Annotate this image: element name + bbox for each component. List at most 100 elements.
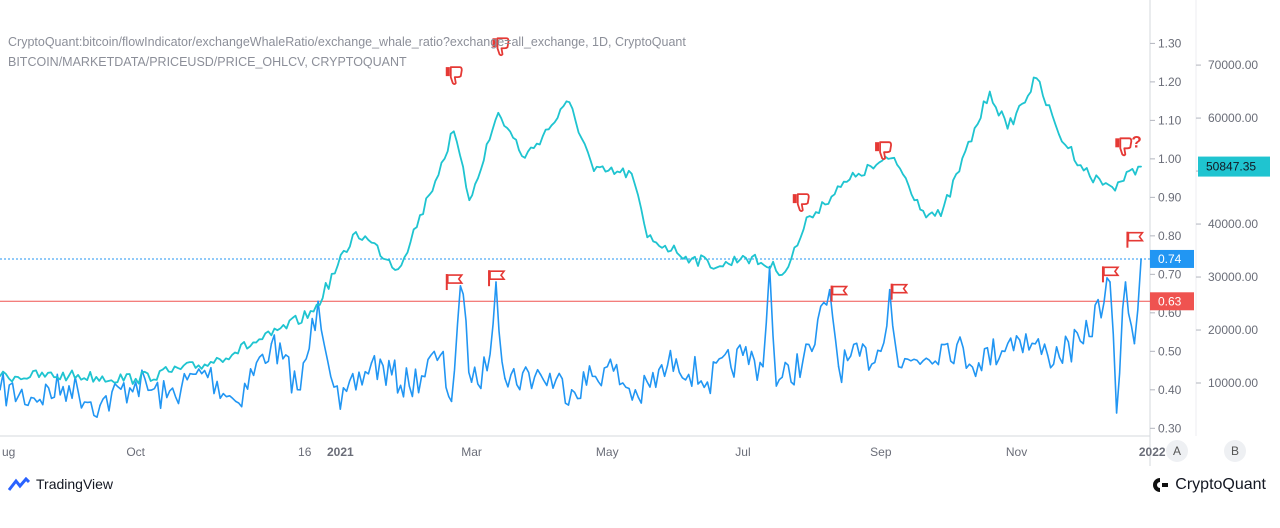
price-tick-label: 10000.00 [1208, 376, 1258, 390]
tradingview-label: TradingView [36, 476, 114, 492]
price-point [1006, 127, 1009, 130]
ratio-tick-label: 0.80 [1158, 229, 1182, 243]
x-tick-label: Sep [870, 445, 892, 459]
ratio-point [570, 389, 573, 391]
ratio-point [539, 373, 542, 376]
ratio-point [0, 389, 1, 391]
price-point [524, 157, 526, 159]
price-point [134, 377, 137, 380]
x-tick-label: Jul [735, 445, 750, 459]
price-point [1058, 133, 1060, 135]
ratio-point [675, 358, 678, 360]
ratio-point [1082, 342, 1085, 345]
red-flag-icon [445, 274, 464, 291]
price-point [940, 215, 942, 217]
ratio-point [888, 288, 891, 291]
price-point [497, 111, 500, 114]
ratio-point [203, 369, 206, 372]
tradingview-logo: TradingView [8, 476, 113, 492]
red-flag-icon [1101, 266, 1120, 283]
price-point [857, 172, 860, 175]
ratio-point [606, 365, 609, 368]
question-mark-label: ? [1131, 132, 1141, 151]
price-point [690, 257, 693, 260]
price-point [270, 334, 273, 337]
series-title-ratio: CryptoQuant:bitcoin/flowIndicator/exchan… [8, 35, 686, 49]
price-point [68, 374, 70, 377]
price-tick-label: 20000.00 [1208, 323, 1258, 337]
price-tick-label: 30000.00 [1208, 270, 1258, 284]
ratio-tick-label: 1.20 [1158, 75, 1182, 89]
price-point [989, 90, 991, 93]
ratio-point [1046, 354, 1049, 356]
cryptoquant-icon [1153, 478, 1169, 492]
last-price-label: 50847.35 [1206, 160, 1256, 174]
threshold-label: 0.63 [1158, 294, 1182, 308]
ratio-tick-label: 1.10 [1158, 113, 1182, 127]
price-point [893, 157, 895, 159]
price-tick-label: 40000.00 [1208, 217, 1258, 231]
price-point [355, 231, 357, 233]
ratio-point [637, 396, 640, 399]
ratio-tick-label: 0.40 [1158, 383, 1182, 397]
price-point [0, 375, 1, 377]
cryptoquant-logo: CryptoQuant [1151, 476, 1266, 494]
ratio-point [68, 385, 70, 387]
series-title-price: BITCOIN/MARKETDATA/PRICEUSD/PRICE_OHLCV,… [8, 55, 407, 69]
price-point [397, 268, 399, 270]
ratio-point [486, 369, 488, 372]
ratio-point [1015, 335, 1018, 337]
ratio-tick-label: 0.30 [1158, 421, 1182, 435]
thumbs-down-icon [875, 141, 892, 161]
ratio-tick-label: 0.90 [1158, 190, 1182, 204]
ratio-point [439, 354, 442, 356]
ratio-point [775, 385, 778, 387]
thumbs-down-icon [792, 193, 810, 213]
series-line-btc-price [0, 76, 1142, 385]
ratio-point [339, 408, 342, 410]
series-line-whale-ratio [0, 258, 1142, 418]
price-point [808, 215, 811, 217]
ratio-point [946, 342, 949, 345]
price-point [722, 265, 724, 268]
x-tick-label: Nov [1006, 445, 1027, 459]
price-point [203, 363, 206, 366]
price-point [840, 186, 842, 188]
x-tick-label: 16 [298, 445, 312, 459]
price-point [370, 241, 373, 244]
ratio-point [30, 396, 32, 399]
ratio-point [1140, 258, 1142, 260]
red-flag-icon [1126, 231, 1145, 248]
ratio-point [459, 285, 462, 287]
price-point [568, 101, 571, 103]
price-point [742, 255, 744, 257]
x-tick-label: Oct [126, 445, 145, 459]
price-point [593, 170, 595, 172]
price-point [312, 310, 315, 313]
ratio-point [1133, 342, 1136, 345]
red-flag-icon [890, 283, 909, 300]
ratio-tick-label: 1.30 [1158, 36, 1182, 50]
ratio-point [234, 400, 237, 403]
price-point [1089, 175, 1091, 178]
ratio-point [408, 385, 411, 387]
ratio-point [270, 342, 273, 345]
ratio-tick-label: 0.70 [1158, 267, 1182, 281]
ratio-tick-label: 1.00 [1158, 152, 1182, 166]
ratio-point [768, 265, 771, 268]
ratio-point [450, 400, 453, 403]
price-point [468, 199, 471, 202]
threshold-label-bg [1150, 292, 1194, 311]
scale-button-b[interactable]: B [1224, 440, 1246, 462]
scale-button-a[interactable]: A [1166, 440, 1188, 462]
ratio-point [299, 389, 302, 391]
ratio-point [470, 381, 473, 383]
threshold-label-bg [1150, 249, 1194, 268]
thumbs-down-icon [492, 37, 510, 57]
ratio-point [1109, 281, 1111, 283]
x-tick-label: 2021 [327, 445, 354, 459]
price-point [646, 236, 649, 239]
price-tick-label: 60000.00 [1208, 111, 1258, 125]
price-point [784, 270, 787, 273]
